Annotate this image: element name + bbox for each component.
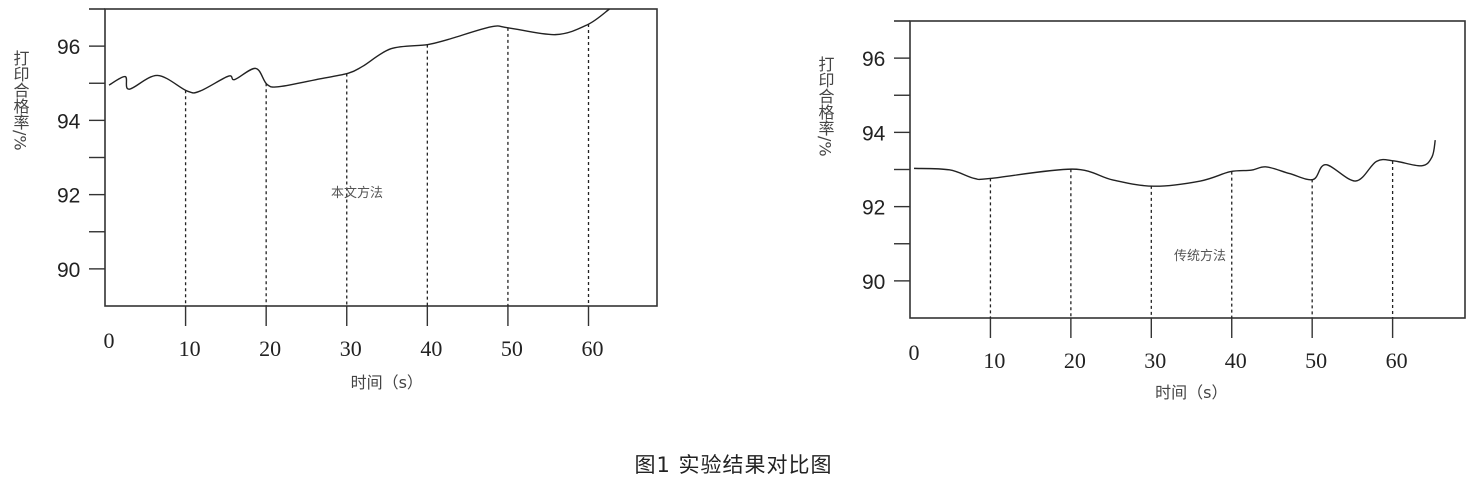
series-annotation: 传统方法	[1174, 248, 1226, 264]
y-tick-label: 92	[57, 185, 80, 208]
y-tick-label: 96	[862, 48, 885, 71]
plot-frame	[909, 20, 1466, 319]
x-axis-label: 时间（s）	[1155, 383, 1227, 402]
y-tick-label: 90	[862, 271, 885, 294]
x-tick-label: 50	[1305, 348, 1327, 373]
y-tick-label: 96	[57, 36, 80, 59]
y-axis-label: 打印合格率/%	[816, 56, 835, 157]
y-tick-label: 90	[57, 259, 80, 282]
y-axis-label: 打印合格率/%	[11, 50, 30, 151]
x-tick-label: 30	[1144, 348, 1166, 373]
y-tick-label: 94	[862, 122, 886, 145]
data-series-line	[913, 140, 1436, 187]
x-tick-label: 20	[1064, 348, 1086, 373]
x-tick-label: 40	[420, 336, 442, 361]
x-axis-label: 时间（s）	[351, 373, 423, 392]
x-tick-label: 10	[179, 336, 201, 361]
x-tick-label: 0	[909, 340, 920, 365]
x-tick-label: 30	[340, 336, 362, 361]
x-tick-label: 20	[259, 336, 281, 361]
series-annotation: 本文方法	[331, 185, 383, 201]
x-tick-label: 10	[983, 348, 1005, 373]
x-tick-label: 60	[582, 336, 604, 361]
figure-caption: 图1 实验结果对比图	[634, 453, 833, 477]
y-tick-label: 94	[57, 110, 81, 133]
x-tick-label: 40	[1225, 348, 1247, 373]
x-tick-label: 60	[1386, 348, 1408, 373]
y-tick-label: 92	[862, 197, 885, 220]
x-tick-label: 50	[501, 336, 523, 361]
x-tick-label: 0	[104, 328, 115, 353]
data-series-line	[108, 8, 610, 94]
